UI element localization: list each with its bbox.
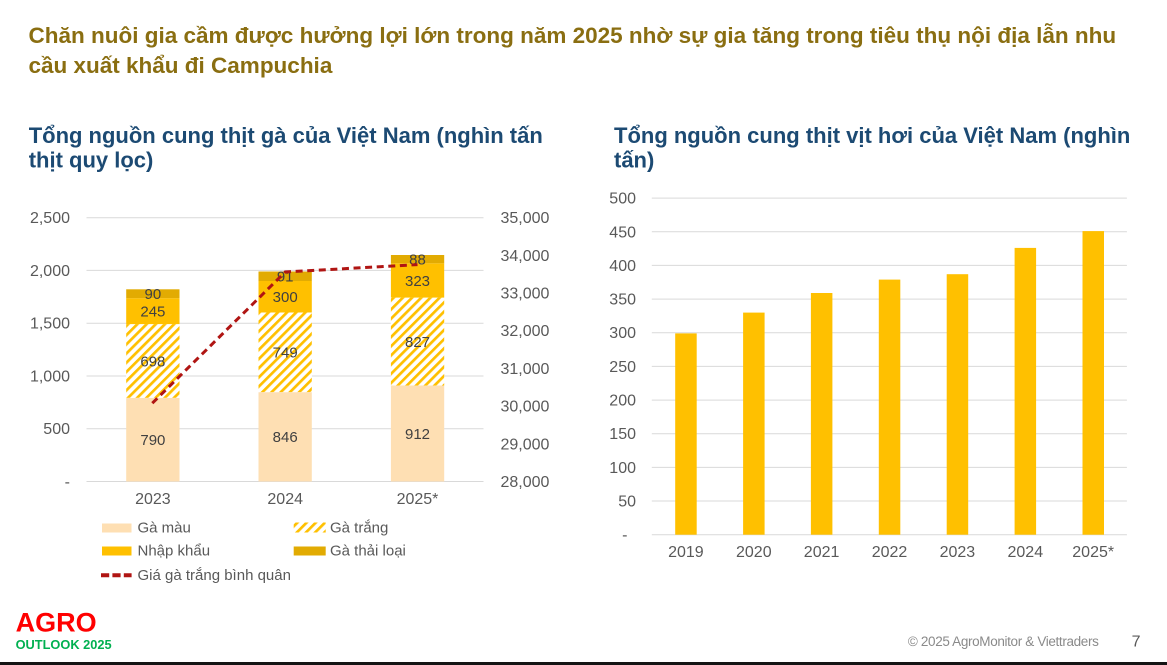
svg-text:500: 500 <box>43 421 70 438</box>
svg-text:300: 300 <box>273 289 298 306</box>
svg-text:323: 323 <box>405 273 430 290</box>
svg-text:Tổng nguồn cung thịt gà của Vi: Tổng nguồn cung thịt gà của Việt Nam (ng… <box>29 123 543 148</box>
svg-text:1,500: 1,500 <box>30 316 70 333</box>
svg-text:2025*: 2025* <box>1072 544 1114 561</box>
svg-text:tấn): tấn) <box>614 148 654 173</box>
svg-text:Gà trắng: Gà trắng <box>330 520 388 537</box>
svg-text:790: 790 <box>140 432 165 449</box>
svg-text:29,000: 29,000 <box>501 436 550 453</box>
svg-text:2023: 2023 <box>940 544 976 561</box>
svg-text:749: 749 <box>273 345 298 362</box>
svg-text:2,500: 2,500 <box>30 210 70 227</box>
svg-text:500: 500 <box>609 191 636 208</box>
svg-text:846: 846 <box>273 429 298 446</box>
svg-text:250: 250 <box>609 359 636 376</box>
svg-text:28,000: 28,000 <box>501 474 550 491</box>
svg-text:245: 245 <box>140 304 165 321</box>
svg-text:30,000: 30,000 <box>501 399 550 416</box>
svg-text:2021: 2021 <box>804 544 840 561</box>
svg-text:2023: 2023 <box>135 491 171 508</box>
svg-text:90: 90 <box>145 286 162 303</box>
svg-text:200: 200 <box>609 393 636 410</box>
svg-text:Giá gà trắng bình quân: Giá gà trắng bình quân <box>138 567 291 584</box>
svg-text:Tổng nguồn cung thịt vịt hơi c: Tổng nguồn cung thịt vịt hơi của Việt Na… <box>614 123 1130 148</box>
svg-text:OUTLOOK 2025: OUTLOOK 2025 <box>16 637 112 652</box>
svg-text:2024: 2024 <box>1008 544 1044 561</box>
svg-text:32,000: 32,000 <box>501 323 550 340</box>
svg-text:2019: 2019 <box>668 544 704 561</box>
svg-text:AGRO: AGRO <box>16 608 97 638</box>
svg-text:Nhập khẩu: Nhập khẩu <box>138 543 211 560</box>
svg-text:2,000: 2,000 <box>30 263 70 280</box>
svg-text:cầu xuất khẩu đi Campuchia: cầu xuất khẩu đi Campuchia <box>29 53 333 78</box>
svg-text:Gà màu: Gà màu <box>138 520 191 537</box>
svg-text:912: 912 <box>405 426 430 443</box>
svg-text:35,000: 35,000 <box>501 210 550 227</box>
svg-text:450: 450 <box>609 224 636 241</box>
svg-text:2022: 2022 <box>872 544 908 561</box>
svg-text:-: - <box>65 474 70 491</box>
svg-text:33,000: 33,000 <box>501 286 550 303</box>
svg-text:-: - <box>622 527 627 544</box>
svg-text:827: 827 <box>405 334 430 351</box>
svg-text:1,000: 1,000 <box>30 369 70 386</box>
svg-text:2024: 2024 <box>267 491 303 508</box>
svg-text:400: 400 <box>609 258 636 275</box>
svg-text:50: 50 <box>618 494 636 511</box>
svg-text:350: 350 <box>609 292 636 309</box>
svg-text:2025*: 2025* <box>397 491 439 508</box>
svg-text:100: 100 <box>609 460 636 477</box>
svg-text:31,000: 31,000 <box>501 361 550 378</box>
svg-text:Chăn nuôi gia cầm được hưởng l: Chăn nuôi gia cầm được hưởng lợi lớn tro… <box>29 23 1117 48</box>
svg-text:thịt quy lọc): thịt quy lọc) <box>29 148 154 173</box>
svg-text:300: 300 <box>609 325 636 342</box>
svg-text:© 2025 AgroMonitor & Viettrade: © 2025 AgroMonitor & Viettraders <box>908 634 1099 649</box>
svg-text:698: 698 <box>140 353 165 370</box>
svg-text:7: 7 <box>1132 633 1141 650</box>
svg-text:34,000: 34,000 <box>501 248 550 265</box>
svg-text:150: 150 <box>609 426 636 443</box>
svg-text:2020: 2020 <box>736 544 772 561</box>
svg-text:Gà thải loại: Gà thải loại <box>330 543 406 560</box>
